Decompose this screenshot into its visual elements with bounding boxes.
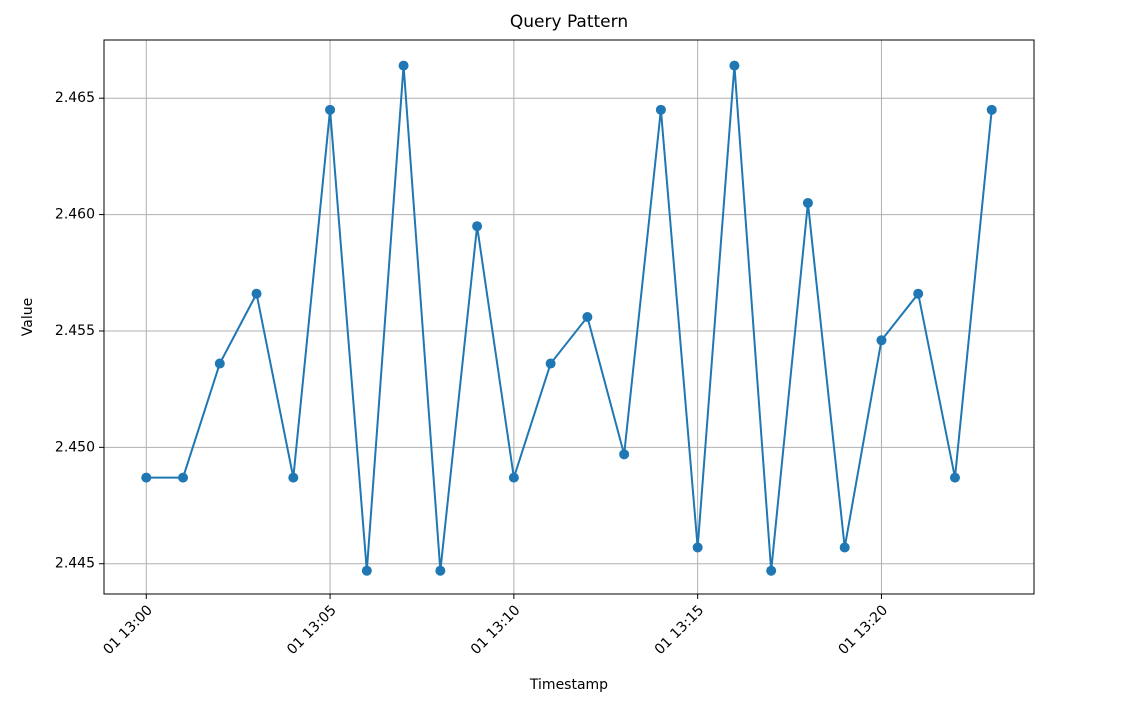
- data-point: [913, 288, 924, 299]
- data-point: [141, 472, 152, 483]
- y-tick-label: 2.465: [55, 90, 95, 106]
- series-line: [146, 65, 993, 571]
- y-tick-label: 2.455: [55, 323, 95, 339]
- y-axis-label: Value: [20, 298, 36, 336]
- x-tick-label: 01 13:15: [652, 602, 708, 658]
- data-point: [361, 565, 372, 576]
- data-point: [619, 449, 630, 460]
- y-tick-label: 2.450: [55, 439, 95, 455]
- x-tick-label: 01 13:20: [836, 602, 892, 658]
- data-point: [876, 335, 887, 346]
- y-tick-label: 2.445: [55, 556, 95, 572]
- data-point: [398, 60, 409, 71]
- data-point: [949, 472, 960, 483]
- x-axis-label: Timestamp: [529, 677, 608, 693]
- data-point: [766, 565, 777, 576]
- data-point: [251, 288, 262, 299]
- data-point: [178, 472, 189, 483]
- x-tick-label: 01 13:10: [468, 602, 524, 658]
- data-point: [288, 472, 299, 483]
- chart-title: Query Pattern: [510, 12, 628, 32]
- data-point: [435, 565, 446, 576]
- data-point: [729, 60, 740, 71]
- data-point: [582, 312, 593, 322]
- x-tick-label: 01 13:05: [284, 602, 340, 658]
- data-point: [545, 358, 556, 369]
- plot-frame: [103, 39, 1035, 595]
- data-point: [692, 542, 703, 553]
- data-point: [986, 104, 997, 115]
- data-point: [472, 221, 483, 232]
- data-point: [802, 197, 813, 208]
- data-point: [214, 358, 225, 369]
- y-tick-label: 2.460: [55, 207, 95, 223]
- x-tick-label: 01 13:00: [100, 602, 156, 658]
- data-point: [655, 104, 666, 115]
- data-point: [325, 104, 336, 115]
- data-point: [508, 472, 519, 483]
- data-point: [839, 542, 850, 553]
